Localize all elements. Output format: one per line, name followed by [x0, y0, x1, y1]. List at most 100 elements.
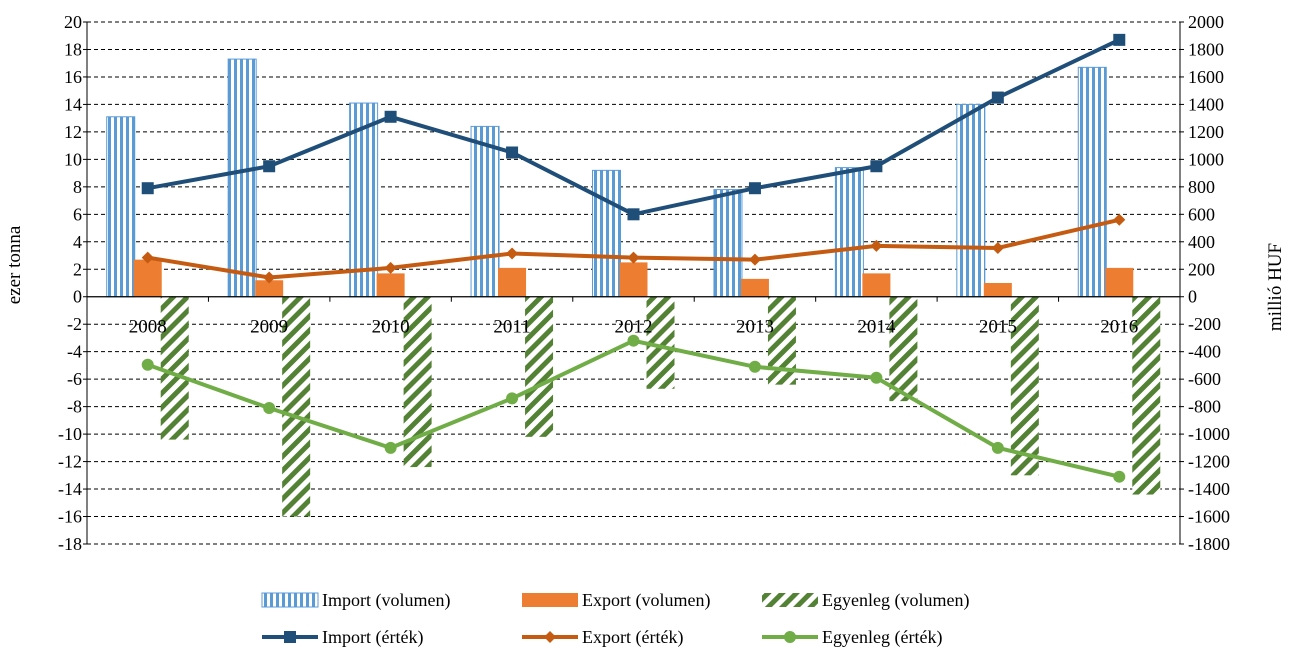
- x-tick-label: 2008: [129, 317, 167, 338]
- bar-import-volumen--2015: [956, 103, 986, 298]
- y-tick-right: 1800: [1188, 39, 1224, 59]
- y-tick-right: -1200: [1188, 452, 1230, 472]
- y-tick-left: 14: [64, 94, 82, 114]
- x-tick-label: 2011: [493, 317, 530, 338]
- point-import-rt-k-2009: [263, 160, 276, 173]
- legend-label: Import (volumen): [322, 590, 450, 611]
- x-tick-label: 2016: [1100, 317, 1138, 338]
- legend-label: Import (érték): [322, 627, 423, 648]
- bars: [106, 58, 1161, 517]
- y-tick-right: 2000: [1188, 12, 1224, 32]
- bar-export-volumen--2011: [498, 267, 527, 297]
- y-tick-left: 16: [64, 67, 82, 87]
- point-export-rt-k-2008: [141, 251, 154, 264]
- bar-egyenleg-volumen--2008: [160, 296, 189, 440]
- bar-egyenleg-volumen--2015: [1010, 296, 1039, 476]
- point-export-rt-k-2010: [384, 261, 397, 274]
- bar-egyenleg-volumen--2009: [282, 296, 311, 517]
- y-axis-left-label: ezer tonna: [4, 225, 25, 304]
- y-axis-right-label: millió HUF: [1265, 243, 1286, 331]
- legend-label: Export (érték): [582, 627, 683, 648]
- y-tick-left: -18: [58, 534, 82, 554]
- bar-import-volumen--2012: [592, 169, 621, 298]
- y-tick-left: -16: [58, 507, 82, 527]
- legend-label: Egyenleg (volumen): [822, 590, 969, 611]
- legend-label: Export (volumen): [582, 590, 710, 611]
- bar-import-volumen--2010: [349, 102, 379, 298]
- x-tick-label: 2013: [736, 317, 774, 338]
- y-tick-left: 10: [64, 149, 82, 169]
- y-tick-left: -8: [67, 397, 82, 417]
- legend-item-egyenleg-rt-k: Egyenleg (érték): [762, 627, 942, 648]
- bar-export-volumen--2015: [983, 283, 1012, 297]
- y-tick-left: 6: [73, 204, 82, 224]
- y-tick-right: -800: [1188, 397, 1221, 417]
- y-tick-left: -4: [67, 342, 82, 362]
- y-tick-left: -12: [58, 452, 82, 472]
- point-egyenleg-rt-k-2008: [141, 358, 154, 371]
- point-import-rt-k-2016: [1113, 33, 1126, 46]
- y-tick-right: 1000: [1188, 149, 1224, 169]
- y-tick-left: -14: [58, 479, 82, 499]
- x-tick-label: 2012: [615, 317, 653, 338]
- lines: [141, 33, 1126, 483]
- bar-import-volumen--2014: [834, 167, 864, 298]
- point-export-rt-k-2016: [1113, 213, 1126, 226]
- bar-export-volumen--2014: [862, 273, 891, 297]
- bar-egyenleg-volumen--2014: [889, 296, 918, 402]
- point-egyenleg-rt-k-2009: [263, 402, 276, 415]
- legend-item-export-rt-k: Export (érték): [522, 627, 683, 648]
- bar-egyenleg-volumen--2011: [525, 296, 554, 437]
- bar-export-volumen--2013: [740, 278, 769, 297]
- y-tick-left: -10: [58, 424, 82, 444]
- bar-egyenleg-volumen--2016: [1132, 296, 1161, 495]
- y-tick-left: 18: [64, 39, 82, 59]
- bar-export-volumen--2010: [376, 273, 405, 297]
- point-export-rt-k-2014: [870, 239, 883, 252]
- point-export-rt-k-2009: [263, 271, 276, 284]
- y-tick-left: -2: [67, 314, 82, 334]
- y-tick-left: -6: [67, 369, 82, 389]
- point-egyenleg-rt-k-2011: [506, 392, 519, 405]
- bar-import-volumen--2009: [227, 58, 257, 298]
- point-export-rt-k-2011: [506, 247, 519, 260]
- y-tick-left: 12: [64, 122, 82, 142]
- point-egyenleg-rt-k-2014: [870, 371, 883, 384]
- y-tick-right: -600: [1188, 369, 1221, 389]
- bar-export-volumen--2009: [255, 280, 284, 297]
- point-import-rt-k-2012: [627, 208, 640, 221]
- point-egyenleg-rt-k-2015: [991, 441, 1004, 454]
- legend-marker: [284, 631, 296, 643]
- y-tick-right: -1400: [1188, 479, 1230, 499]
- bar-export-volumen--2016: [1105, 267, 1134, 297]
- point-import-rt-k-2008: [141, 182, 154, 195]
- point-import-rt-k-2014: [870, 160, 883, 173]
- bar-import-volumen--2011: [470, 125, 500, 298]
- y-tick-right: 1400: [1188, 94, 1224, 114]
- gridlines: [87, 21, 1180, 545]
- legend-label: Egyenleg (érték): [822, 627, 942, 648]
- bar-export-volumen--2008: [133, 259, 162, 297]
- x-tick-label: 2010: [372, 317, 410, 338]
- legend-item-egyenleg-volumen: Egyenleg (volumen): [762, 590, 969, 611]
- x-tick-label: 2015: [979, 317, 1017, 338]
- y-tick-right: 0: [1188, 287, 1197, 307]
- point-export-rt-k-2012: [627, 251, 640, 264]
- legend-item-import-rt-k: Import (érték): [262, 627, 423, 648]
- point-egyenleg-rt-k-2012: [627, 334, 640, 347]
- point-import-rt-k-2011: [506, 146, 519, 159]
- legend: Import (volumen) Export (volumen) Egyenleg…: [261, 590, 969, 648]
- point-egyenleg-rt-k-2016: [1113, 470, 1126, 483]
- y-tick-left: 0: [73, 287, 82, 307]
- legend-swatch: [522, 593, 578, 607]
- point-egyenleg-rt-k-2013: [748, 360, 761, 373]
- legend-swatch: [762, 593, 818, 607]
- point-import-rt-k-2010: [384, 110, 397, 123]
- point-egyenleg-rt-k-2010: [384, 441, 397, 454]
- y-tick-right: 800: [1188, 177, 1215, 197]
- y-tick-left: 4: [73, 232, 82, 252]
- bar-import-volumen--2013: [713, 189, 743, 298]
- y-tick-right: 400: [1188, 232, 1215, 252]
- point-export-rt-k-2015: [991, 241, 1004, 254]
